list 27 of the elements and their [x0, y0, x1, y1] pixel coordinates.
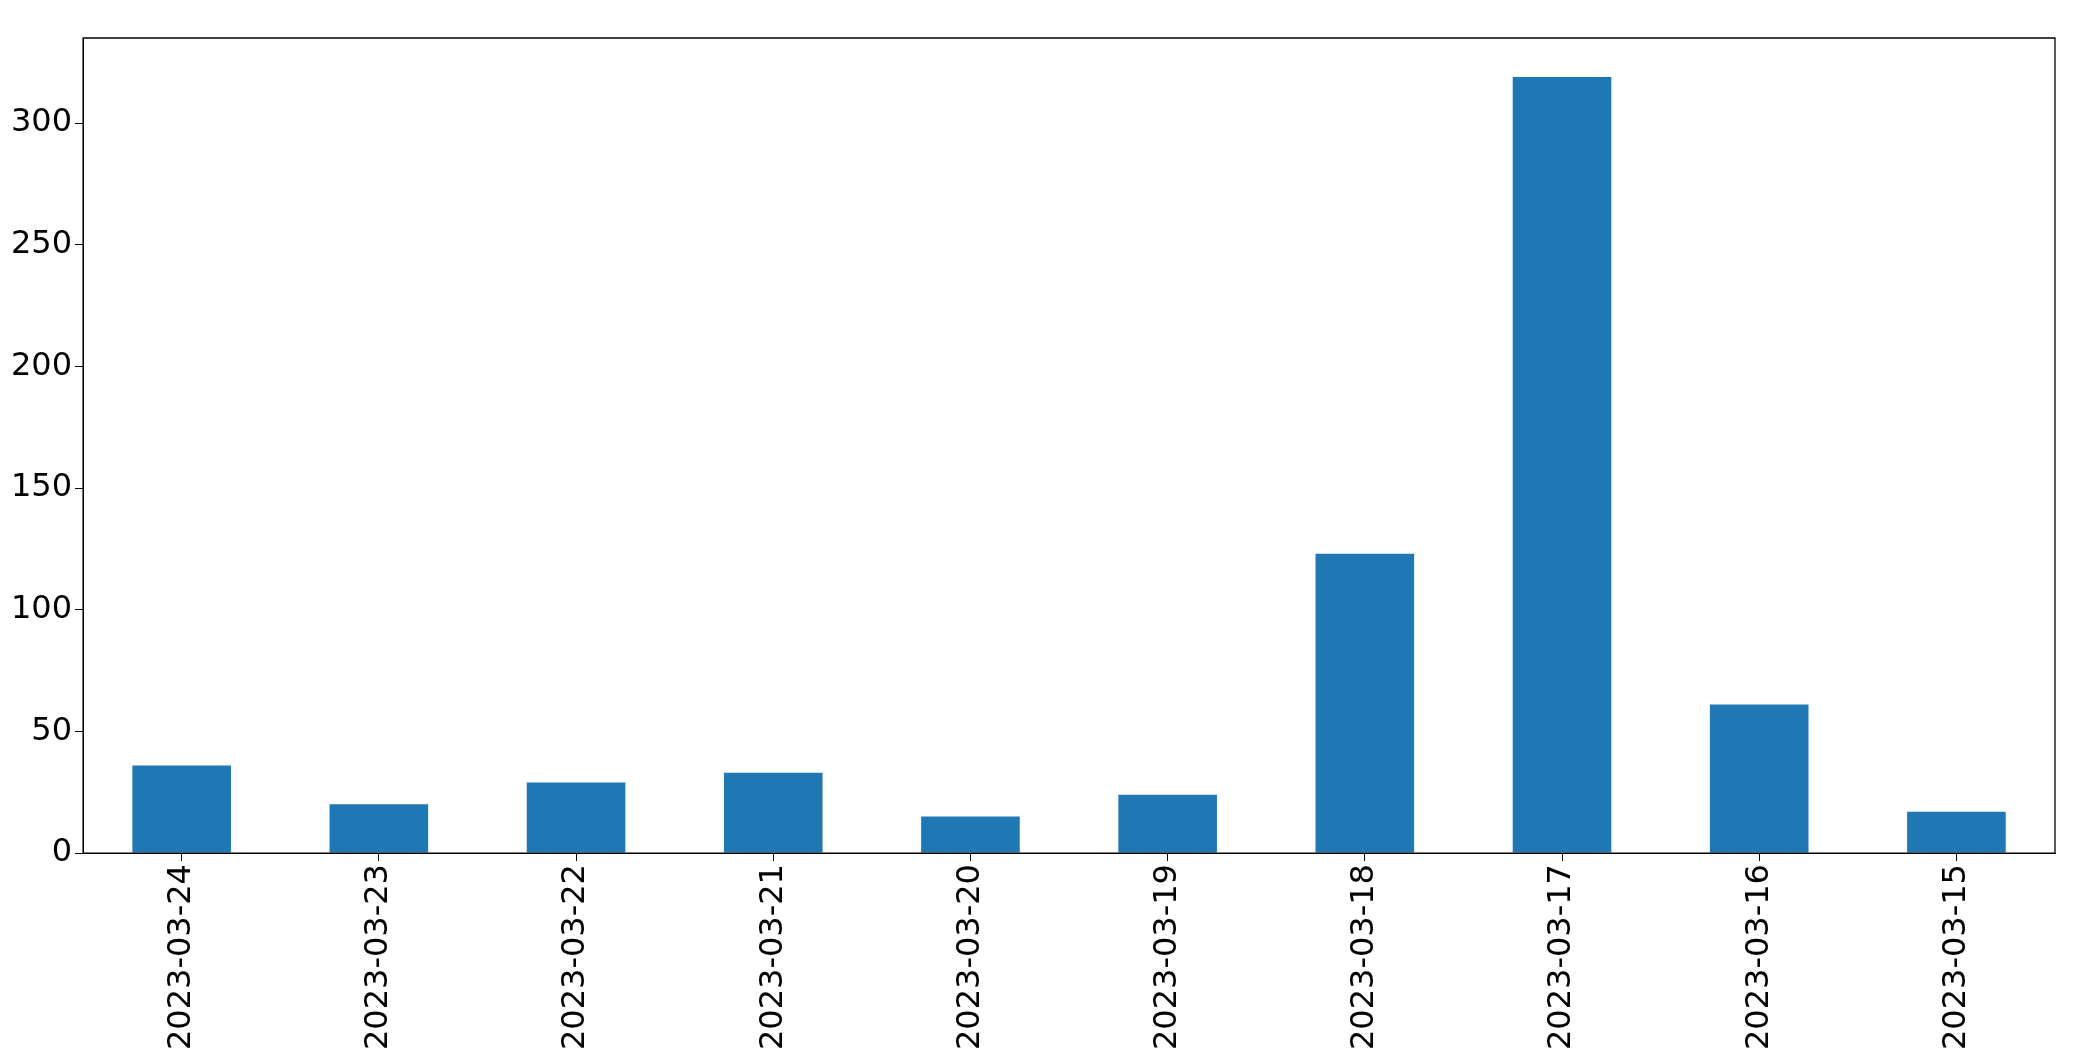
bar — [1512, 76, 1612, 853]
bar — [1315, 553, 1415, 853]
y-tick-label: 250 — [11, 223, 73, 262]
y-tick-label: 50 — [31, 709, 73, 748]
x-tick-label: 2023-03-24 — [159, 864, 198, 1050]
bar — [1118, 794, 1217, 853]
y-tick-label: 100 — [11, 588, 73, 627]
bar — [1709, 704, 1809, 853]
bar — [329, 804, 429, 853]
y-tick-label: 0 — [51, 831, 73, 870]
x-tick-label: 2023-03-20 — [948, 864, 987, 1050]
y-tick-label: 300 — [11, 101, 73, 140]
x-tick-label: 2023-03-23 — [357, 864, 396, 1050]
x-tick-label: 2023-03-19 — [1145, 864, 1184, 1050]
bar — [921, 816, 1020, 853]
x-tick-label: 2023-03-18 — [1343, 864, 1382, 1050]
y-tick-label: 150 — [11, 466, 73, 505]
x-tick-label: 2023-03-17 — [1540, 864, 1579, 1050]
bar — [1907, 811, 2006, 853]
x-tick-label: 2023-03-22 — [554, 864, 593, 1050]
x-tick-label: 2023-03-21 — [751, 864, 790, 1050]
bar — [723, 772, 823, 853]
y-tick-label: 200 — [11, 344, 73, 383]
bar — [132, 765, 231, 853]
x-tick-label: 2023-03-16 — [1737, 864, 1776, 1050]
bar — [526, 782, 626, 853]
x-tick-label: 2023-03-15 — [1934, 864, 1973, 1050]
